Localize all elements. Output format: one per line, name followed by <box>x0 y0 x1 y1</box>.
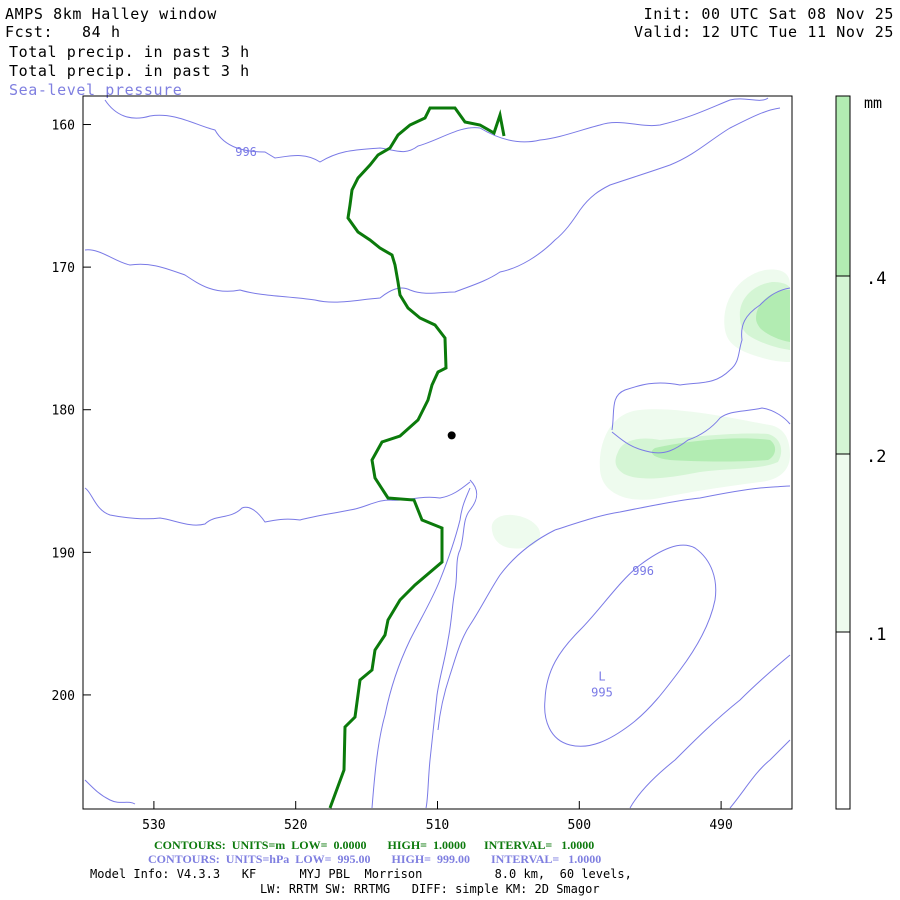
init-time: Init: 00 UTC Sat 08 Nov 25 <box>643 5 894 23</box>
y-axis: 160 170 180 190 200 <box>52 119 91 704</box>
x-tick-label: 530 <box>142 818 165 833</box>
plot-title: AMPS 8km Halley window <box>5 5 217 23</box>
colorbar-seg-3 <box>836 454 850 632</box>
isobar-se2 <box>729 739 791 809</box>
colorbar-label-3: .1 <box>866 625 886 645</box>
colorbar-seg-4 <box>836 632 850 809</box>
isobar-6 <box>437 529 556 731</box>
precip-area-small <box>491 514 541 549</box>
isobars <box>84 97 791 809</box>
isobar-3 <box>84 481 471 526</box>
isobar-ne <box>611 287 791 431</box>
pressure-label: L <box>598 670 605 684</box>
precip-area-high-ne <box>756 290 790 342</box>
field-label-1: Total precip. in past 3 h <box>9 43 250 61</box>
isobar-corner <box>84 779 136 805</box>
x-tick-label: 500 <box>568 818 591 833</box>
station-marker <box>447 431 456 440</box>
isobar-top <box>104 97 769 163</box>
x-axis: 530 520 510 500 490 <box>142 801 733 833</box>
colorbar-frame <box>835 95 851 810</box>
y-tick-label: 180 <box>52 404 75 419</box>
x-tick-label: 520 <box>284 818 307 833</box>
isobar-2 <box>84 107 781 303</box>
x-tick-label: 490 <box>709 818 732 833</box>
y-tick-label: 200 <box>52 689 75 704</box>
footer-blue-contours: CONTOURS: UNITS=hPa LOW= 995.00 HIGH= 99… <box>148 852 602 866</box>
colorbar-unit: mm <box>864 94 882 112</box>
terrain-contour-green <box>328 106 506 809</box>
isobar-4 <box>425 479 478 809</box>
footer-model-info: Model Info: V4.3.3 KF MYJ PBL Morrison 8… <box>90 867 632 881</box>
pressure-label: 996 <box>632 564 654 578</box>
pressure-label: 995 <box>591 685 613 699</box>
colorbar: mm .4 .2 .1 <box>835 94 886 810</box>
colorbar-seg-top <box>836 96 850 276</box>
valid-time: Valid: 12 UTC Tue 11 Nov 25 <box>633 23 894 41</box>
isobar-5 <box>554 485 791 531</box>
field-label-2: Total precip. in past 3 h <box>9 62 250 80</box>
colorbar-label-2: .2 <box>866 447 886 467</box>
isobar-7 <box>371 487 471 809</box>
colorbar-label-1: .4 <box>866 269 886 289</box>
y-tick-label: 170 <box>52 261 75 276</box>
forecast-hour: Fcst: 84 h <box>5 23 121 41</box>
footer-model-info-2: LW: RRTM SW: RRTMG DIFF: simple KM: 2D S… <box>260 882 600 896</box>
pressure-label: 996 <box>235 145 257 159</box>
colorbar-seg-2 <box>836 276 850 454</box>
y-tick-label: 190 <box>52 546 75 561</box>
y-tick-label: 160 <box>52 119 75 134</box>
isobar-low <box>544 544 717 747</box>
isobar-precip-edge <box>611 407 791 454</box>
footer-green-contours: CONTOURS: UNITS=m LOW= 0.0000 HIGH= 1.00… <box>154 838 595 852</box>
precip-shading <box>491 269 790 549</box>
x-tick-label: 510 <box>426 818 449 833</box>
isobar-se <box>629 654 791 809</box>
field-label-3: Sea-level pressure <box>9 81 183 99</box>
